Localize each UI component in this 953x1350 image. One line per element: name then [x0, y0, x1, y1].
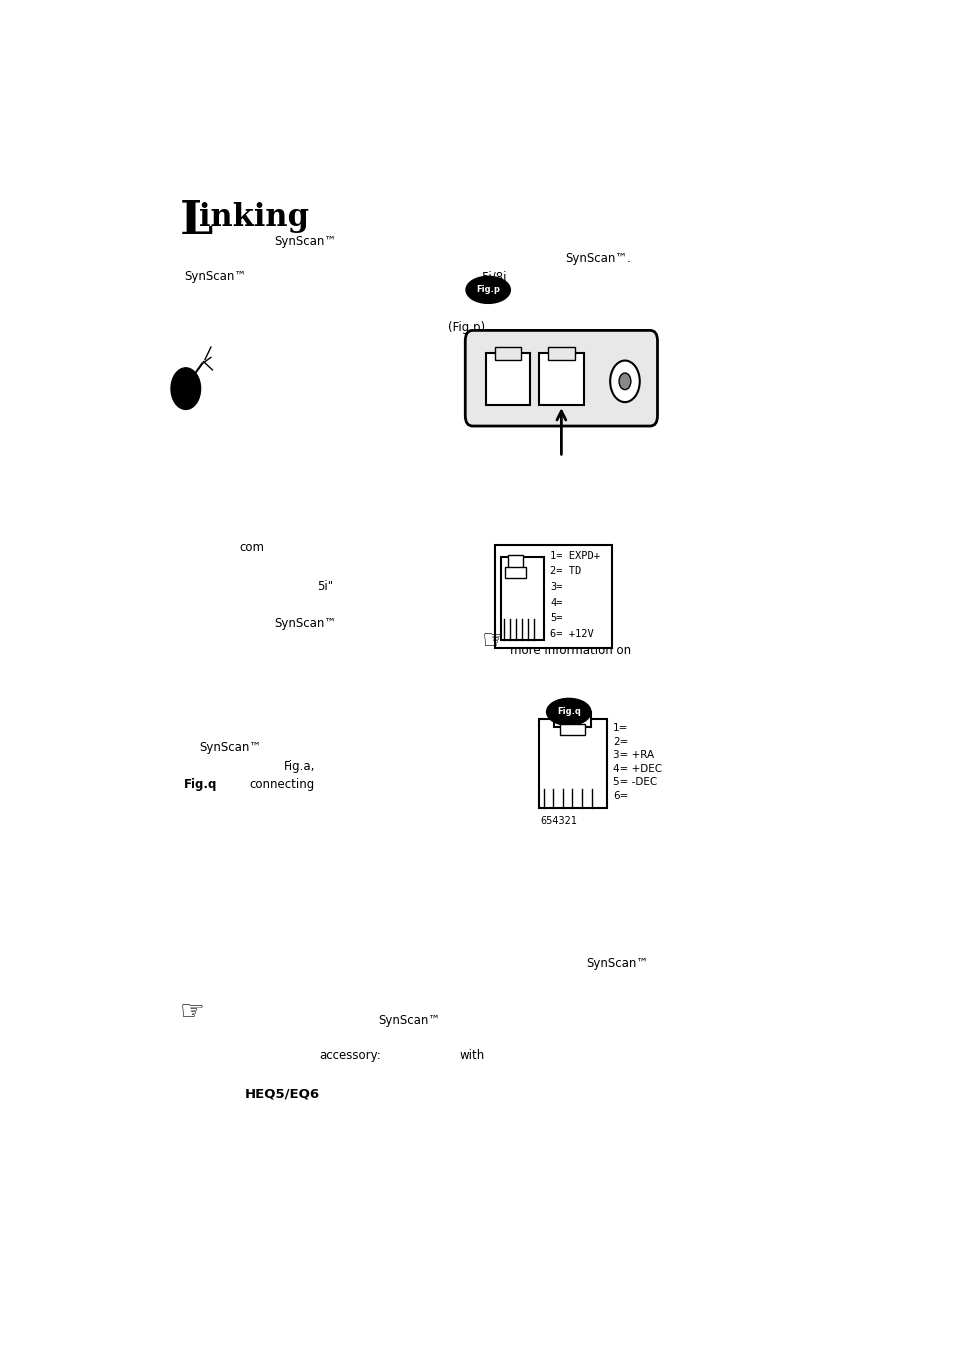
Text: 4=: 4=	[550, 598, 562, 608]
Text: 5i": 5i"	[317, 580, 334, 593]
Text: 6=: 6=	[613, 791, 628, 801]
Ellipse shape	[546, 698, 590, 725]
Text: 1= EXPD+: 1= EXPD+	[550, 551, 599, 560]
Text: connecting: connecting	[249, 779, 314, 791]
Text: 1=: 1=	[613, 724, 628, 733]
Text: 654321: 654321	[539, 815, 577, 826]
Text: 4= +DEC: 4= +DEC	[613, 764, 661, 774]
Text: SynScan™.: SynScan™.	[564, 252, 630, 266]
Text: SynScan™: SynScan™	[199, 741, 261, 755]
Text: SynScan™: SynScan™	[586, 957, 648, 971]
Text: ☞: ☞	[180, 998, 205, 1026]
Bar	[508, 555, 522, 570]
Text: SynScan™: SynScan™	[274, 235, 336, 248]
Bar	[495, 347, 521, 359]
Text: inking: inking	[199, 201, 309, 232]
Circle shape	[618, 373, 630, 390]
Text: 3=: 3=	[550, 582, 562, 591]
Circle shape	[171, 367, 200, 409]
Text: 2=: 2=	[613, 737, 628, 747]
Ellipse shape	[465, 277, 510, 304]
Text: SynScan™: SynScan™	[274, 617, 336, 630]
Text: Fig.q: Fig.q	[557, 707, 580, 717]
Text: 5= -DEC: 5= -DEC	[613, 778, 657, 787]
Text: with: with	[459, 1049, 484, 1061]
Text: 5=: 5=	[550, 613, 562, 624]
Text: 6= +12V: 6= +12V	[550, 629, 594, 639]
FancyBboxPatch shape	[465, 331, 657, 427]
Circle shape	[610, 360, 639, 402]
Text: Fig.q: Fig.q	[184, 779, 217, 791]
Bar	[554, 711, 590, 728]
Bar	[538, 720, 606, 807]
Text: SynScan™: SynScan™	[377, 1014, 439, 1027]
Bar	[547, 347, 574, 359]
Text: ☞: ☞	[481, 626, 506, 655]
Text: com: com	[239, 541, 265, 555]
Bar	[495, 544, 611, 648]
Text: SynScan™: SynScan™	[184, 270, 246, 284]
Text: 2= TD: 2= TD	[550, 567, 581, 576]
Text: L: L	[180, 198, 213, 244]
Text: HEQ5/EQ6: HEQ5/EQ6	[245, 1087, 319, 1100]
Bar	[559, 725, 584, 734]
Bar	[538, 354, 583, 405]
Text: accessory:: accessory:	[318, 1049, 380, 1061]
Text: 3= +RA: 3= +RA	[613, 751, 654, 760]
Bar	[500, 558, 543, 640]
Bar	[505, 567, 525, 578]
Bar	[485, 354, 530, 405]
Text: Fig.a,: Fig.a,	[283, 760, 314, 772]
Text: 5i/8i: 5i/8i	[481, 270, 506, 284]
Text: (Fig.p): (Fig.p)	[447, 321, 484, 333]
Text: more information on: more information on	[509, 644, 630, 657]
Text: Fig.p: Fig.p	[476, 285, 499, 294]
